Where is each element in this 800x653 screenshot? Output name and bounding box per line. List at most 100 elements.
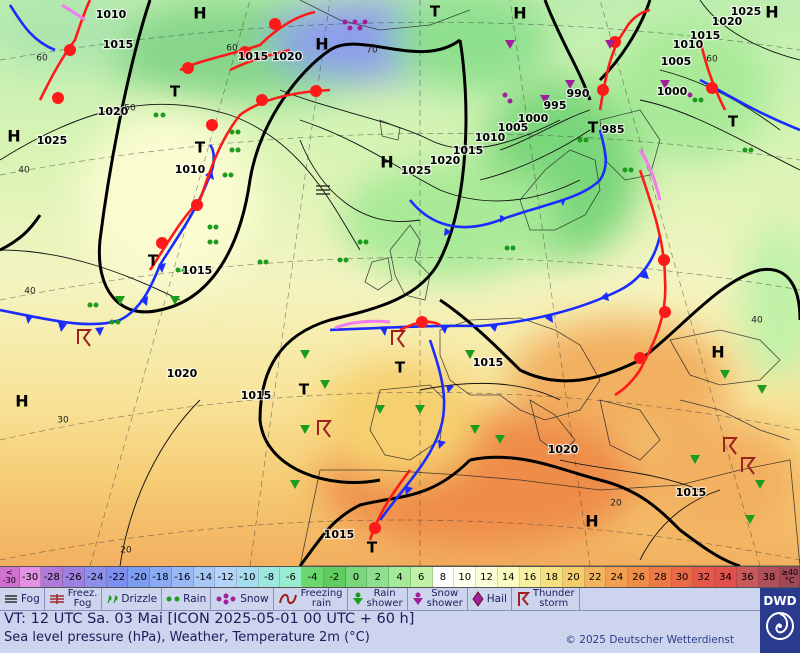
high-center-label: H — [711, 343, 724, 362]
rain-shower-icon — [352, 592, 364, 606]
isobar-label: 1015 — [103, 38, 134, 51]
high-center-label: H — [585, 512, 598, 531]
legend-item-hail: Hail — [468, 588, 512, 610]
scale-cell: 20 — [563, 567, 585, 587]
high-center-label: H — [15, 392, 28, 411]
high-pressure-centers: H H H H H H H H H — [7, 3, 778, 531]
isobar-label: 1015 — [453, 144, 484, 157]
isotherm-label: 70 — [366, 46, 378, 56]
legend-item-rain-shower: Rain shower — [348, 588, 408, 610]
legend-label: Freezing rain — [300, 588, 343, 609]
scale-cell: -16 — [171, 567, 194, 587]
scale-cell: 18 — [541, 567, 564, 587]
copyright: © 2025 Deutscher Wetterdienst — [565, 634, 734, 646]
fog-symbol — [316, 185, 330, 195]
isotherm-label: 20 — [120, 546, 132, 556]
low-center-label: T — [148, 252, 159, 270]
legend-label: Thunder storm — [532, 588, 575, 609]
scale-cell: 22 — [584, 567, 607, 587]
high-center-label: H — [765, 3, 778, 22]
legend-item-freezing-fog: Freez. Fog — [45, 588, 103, 610]
scale-cell: -24 — [84, 567, 107, 587]
legend-label: Snow — [240, 593, 269, 605]
isotherm-label: 60 — [706, 55, 718, 65]
scale-cell: -10 — [237, 567, 259, 587]
legend-item-thunderstorm: Thunder storm — [512, 588, 580, 610]
scale-cell: -12 — [215, 567, 237, 587]
low-center-label: T — [728, 113, 739, 131]
scale-cell: 4 — [389, 567, 411, 587]
scale-cell: 30 — [671, 567, 694, 587]
isobar-label: 1020 — [98, 105, 129, 118]
thunderstorm-symbols — [77, 329, 756, 475]
isobar-label: 1010 — [175, 163, 206, 176]
isobar-label: 1015 — [324, 528, 355, 541]
high-center-label: H — [315, 35, 328, 54]
scale-cell-max: ≥40 °C — [780, 567, 800, 587]
scale-cell: 34 — [715, 567, 737, 587]
low-center-label: T — [195, 139, 206, 157]
isotherm-label: 40 — [24, 287, 36, 297]
isobar-label: 1000 — [518, 112, 549, 125]
isobar-label: 1015 — [241, 389, 272, 402]
isobar-label: 1020 — [712, 15, 743, 28]
legend-label: Hail — [486, 593, 507, 605]
low-center-label: T — [367, 539, 378, 557]
isobar-label: 990 — [567, 87, 590, 100]
high-center-label: H — [380, 153, 393, 172]
isotherm-label: 40 — [18, 166, 30, 176]
isobar-label: 1015 — [473, 356, 504, 369]
legend-item-snow-shower: Snow shower — [408, 588, 468, 610]
snow-icon — [215, 593, 237, 605]
scale-cell: 32 — [693, 567, 716, 587]
freezing-rain-icon — [278, 593, 298, 605]
warm-front-semicircles — [52, 18, 718, 534]
scale-cell: 14 — [497, 567, 520, 587]
scale-cell: -14 — [193, 567, 216, 587]
isobar-label: 1015 — [676, 486, 707, 499]
info-panel: VT: 12 UTC Sa. 03 Mai [ICON 2025-05-01 0… — [0, 611, 760, 653]
scale-cell: 8 — [432, 567, 455, 587]
scale-cell: -2 — [323, 567, 346, 587]
scale-cell: 2 — [367, 567, 390, 587]
low-center-label: T — [430, 3, 441, 21]
isobar-label: 1015 — [182, 264, 213, 277]
parameter-line: Sea level pressure (hPa), Weather, Tempe… — [4, 630, 370, 645]
legend-item-snow: Snow — [211, 588, 274, 610]
scale-cell: 38 — [758, 567, 781, 587]
logo-text: DWD — [763, 594, 797, 608]
isotherm-label: 30 — [57, 416, 69, 426]
hail-icon — [472, 591, 484, 607]
isotherm-label: 40 — [751, 316, 763, 326]
isobar-label: 1020 — [430, 154, 461, 167]
high-center-label: H — [193, 4, 206, 23]
isobar-label: 1000 — [657, 85, 688, 98]
isobar-label: 1025 — [731, 5, 762, 18]
isotherm-label: 60 — [226, 44, 238, 54]
isobar-label: 1020 — [167, 367, 198, 380]
weather-legend: Fog Freez. Fog Drizzle Rain Snow Freezing rain R… — [0, 588, 760, 611]
rain-shower-symbols — [115, 296, 767, 524]
scale-cell: 16 — [519, 567, 542, 587]
isobar-label: 1015 — [690, 29, 721, 42]
scale-cell: -30 — [19, 567, 42, 587]
isotherm-label: 60 — [36, 54, 48, 64]
isobar-label: 1025 — [37, 134, 68, 147]
dwd-swirl-icon — [766, 612, 794, 640]
scale-cell: -22 — [106, 567, 129, 587]
scale-cell-min: < -30 — [0, 567, 20, 587]
drizzle-icon — [106, 593, 119, 605]
isobar-label: 1025 — [401, 164, 432, 177]
warm-fronts — [38, 0, 727, 541]
scale-cell: -26 — [63, 567, 85, 587]
high-center-label: H — [513, 4, 526, 23]
rain-symbols — [87, 97, 754, 325]
legend-item-rain: Rain — [162, 588, 212, 610]
temperature-color-scale: < -30 -30 -28 -26 -24 -22 -20 -18 -16 -14 -12 -10 -8-… — [0, 566, 800, 588]
legend-item-fog: Fog — [0, 588, 45, 610]
scale-cell: -18 — [150, 567, 172, 587]
scale-cell: -4 — [302, 567, 324, 587]
isobar-label: 1010 — [673, 38, 704, 51]
weather-map: 1010 1015 1020 1025 1010 1015 1020 1015 1015 1020… — [0, 0, 800, 566]
